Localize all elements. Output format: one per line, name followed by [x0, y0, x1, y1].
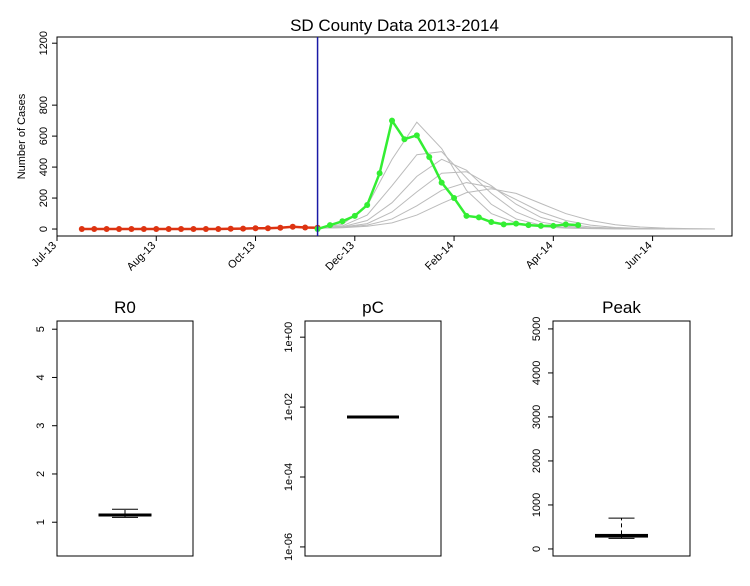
series-line: [317, 151, 715, 230]
data-point: [488, 219, 495, 226]
panel-title: pC: [362, 298, 384, 317]
y-tick-label: 3: [35, 423, 47, 429]
data-point: [550, 222, 557, 229]
data-point: [302, 224, 309, 231]
data-point: [364, 202, 371, 209]
data-point: [351, 212, 358, 219]
data-point: [289, 223, 296, 230]
data-point: [103, 226, 110, 233]
data-point: [463, 212, 470, 219]
panel-title: Peak: [602, 298, 641, 317]
y-tick-label: 4: [35, 374, 47, 380]
data-point: [178, 226, 185, 233]
y-tick-label: 1: [35, 519, 47, 525]
data-point: [227, 225, 234, 232]
series-line: [317, 117, 579, 231]
data-point: [326, 222, 333, 229]
data-point: [426, 154, 433, 161]
data-point: [339, 218, 346, 225]
x-tick-label: Aug-13: [125, 240, 159, 274]
data-point: [190, 226, 197, 233]
y-tick-label: 1e+00: [283, 322, 295, 353]
chart-title: SD County Data 2013-2014: [290, 16, 499, 35]
data-point: [537, 222, 544, 229]
data-point: [264, 225, 271, 232]
data-point: [500, 221, 507, 228]
data-point: [525, 222, 532, 229]
data-point: [116, 226, 123, 233]
data-point: [513, 220, 520, 227]
plot-frame: [552, 320, 691, 557]
y-axis-label: Number of Cases: [16, 93, 28, 179]
data-point: [575, 222, 582, 229]
data-point: [140, 226, 147, 233]
data-point: [475, 214, 482, 221]
y-tick-label: 3000: [531, 405, 543, 429]
data-point: [389, 117, 396, 124]
data-point: [413, 132, 420, 139]
data-point: [451, 195, 458, 202]
data-point: [252, 225, 259, 232]
x-tick-label: Jul-13: [29, 240, 59, 270]
data-point: [202, 226, 209, 233]
data-point: [401, 136, 408, 143]
y-tick-label: 1e-02: [283, 393, 295, 421]
data-point: [128, 226, 135, 233]
y-tick-label: 1e-06: [283, 533, 295, 561]
data-point: [153, 226, 160, 233]
y-tick-label: 800: [38, 96, 50, 114]
data-point: [165, 226, 172, 233]
panel-title: R0: [114, 298, 136, 317]
y-tick-label: 1000: [531, 493, 543, 517]
x-tick-label: Oct-13: [226, 240, 258, 272]
plot-frame: [304, 320, 442, 557]
plot-frame: [56, 36, 733, 237]
plot-frame: [56, 320, 194, 557]
series-line: [317, 182, 715, 230]
y-tick-label: 400: [38, 158, 50, 176]
x-tick-label: Apr-14: [524, 240, 556, 272]
y-tick-label: 600: [38, 127, 50, 145]
y-tick-label: 4000: [531, 361, 543, 385]
data-point: [376, 170, 383, 177]
y-tick-label: 5000: [531, 317, 543, 341]
series-line: [317, 188, 715, 230]
data-point: [91, 226, 98, 233]
data-point: [277, 224, 284, 231]
x-tick-label: Jun-14: [622, 240, 654, 272]
y-tick-label: 5: [35, 326, 47, 332]
y-tick-label: 0: [531, 546, 543, 552]
y-tick-label: 1200: [38, 31, 50, 55]
data-point: [240, 225, 247, 232]
x-tick-label: Dec-13: [323, 240, 357, 274]
data-point: [562, 221, 569, 228]
data-point: [438, 179, 445, 186]
y-tick-label: 1e-04: [283, 463, 295, 491]
data-point: [215, 226, 222, 233]
y-tick-label: 2: [35, 471, 47, 477]
y-tick-label: 200: [38, 189, 50, 207]
data-point: [78, 226, 85, 233]
x-tick-label: Feb-14: [423, 240, 456, 273]
y-tick-label: 0: [38, 226, 50, 232]
y-tick-label: 2000: [531, 449, 543, 473]
